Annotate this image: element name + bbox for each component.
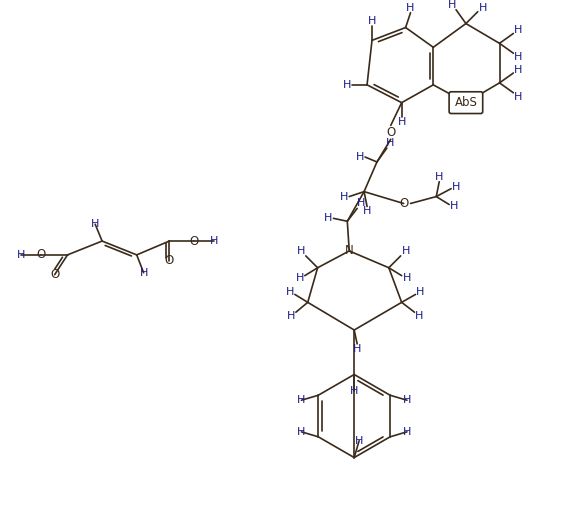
Text: O: O <box>50 268 59 281</box>
Text: H: H <box>91 219 99 229</box>
Text: H: H <box>385 138 394 148</box>
Text: AbS: AbS <box>454 96 477 109</box>
Text: H: H <box>403 427 411 437</box>
Text: H: H <box>452 182 460 192</box>
Text: O: O <box>165 255 174 267</box>
Text: H: H <box>450 201 458 212</box>
Text: H: H <box>340 191 348 201</box>
FancyBboxPatch shape <box>449 92 483 114</box>
Text: N: N <box>345 244 353 258</box>
Text: H: H <box>287 311 295 321</box>
Text: H: H <box>296 246 305 256</box>
Text: H: H <box>401 246 410 256</box>
Text: H: H <box>324 213 333 223</box>
Text: H: H <box>210 236 218 246</box>
Text: H: H <box>448 0 456 10</box>
Text: H: H <box>357 198 365 209</box>
Text: H: H <box>355 436 363 446</box>
Text: H: H <box>416 311 424 321</box>
Text: H: H <box>435 172 443 182</box>
Text: H: H <box>297 395 306 405</box>
Text: H: H <box>343 80 352 90</box>
Text: O: O <box>399 197 408 210</box>
Text: H: H <box>368 16 376 26</box>
Text: H: H <box>403 395 411 405</box>
Text: H: H <box>416 287 425 297</box>
Text: H: H <box>296 273 304 283</box>
Text: H: H <box>514 92 523 102</box>
Text: O: O <box>189 234 199 247</box>
Text: H: H <box>363 207 371 217</box>
Text: H: H <box>406 3 415 13</box>
Text: O: O <box>36 248 46 262</box>
Text: O: O <box>386 126 396 139</box>
Text: H: H <box>514 65 523 75</box>
Text: H: H <box>297 427 306 437</box>
Text: H: H <box>17 250 25 260</box>
Text: H: H <box>514 52 523 62</box>
Text: H: H <box>350 386 359 396</box>
Text: H: H <box>140 268 148 278</box>
Text: H: H <box>514 25 523 35</box>
Text: H: H <box>356 152 364 162</box>
Text: H: H <box>402 273 411 283</box>
Text: H: H <box>397 118 406 127</box>
Text: H: H <box>286 287 294 297</box>
Text: H: H <box>353 344 361 354</box>
Text: H: H <box>479 3 487 13</box>
